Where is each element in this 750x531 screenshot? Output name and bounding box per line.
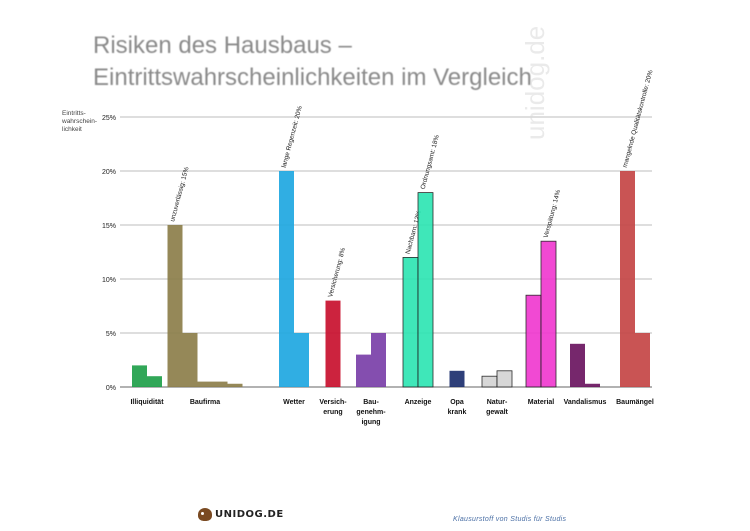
- x-category-label: Opa: [450, 399, 464, 406]
- bar: [325, 300, 341, 387]
- bar: [147, 376, 162, 387]
- bar: [449, 370, 465, 387]
- y-axis-label: wahrschein-: [61, 118, 97, 125]
- x-category-label: Bau-: [363, 399, 379, 406]
- watermark: unidog.de: [520, 25, 550, 140]
- x-category-label: erung: [323, 409, 342, 416]
- x-category-label: krank: [448, 409, 467, 416]
- bar: [525, 294, 542, 388]
- x-category-label: igung: [361, 419, 380, 426]
- x-category-label: Material: [528, 399, 555, 406]
- x-category-label: gewalt: [486, 409, 508, 416]
- x-category-label: Versich-: [319, 399, 347, 406]
- x-category-label: Vandalismus: [564, 399, 607, 406]
- bar: [540, 240, 557, 388]
- y-axis-label: Eintritts-: [62, 110, 86, 117]
- bar-data-label: Versicherung: 8%: [327, 247, 347, 298]
- y-tick-label: 20%: [102, 169, 116, 176]
- bar: [620, 171, 635, 387]
- unidog-logo: UNIDOG.DE: [198, 508, 284, 521]
- bar: [294, 333, 309, 387]
- logo-text: UNIDOG.DE: [215, 509, 284, 520]
- bar: [197, 381, 213, 387]
- bar: [402, 256, 419, 388]
- x-category-label: genehm-: [356, 409, 386, 416]
- bar: [279, 171, 294, 387]
- bar: [212, 381, 228, 387]
- x-category-label: Natur-: [487, 399, 508, 406]
- y-axis-label: lichkeit: [62, 126, 82, 133]
- x-category-label: Illiquidität: [130, 399, 164, 406]
- bar: [496, 370, 513, 388]
- bar-data-label: unzuverlässig: 15%: [169, 166, 190, 222]
- bar-data-label: lange Regenzeit: 20%: [281, 105, 304, 168]
- x-category-label: Wetter: [283, 399, 305, 406]
- bar: [635, 333, 650, 387]
- x-category-label: Baufirma: [190, 399, 220, 406]
- y-tick-label: 15%: [102, 223, 116, 230]
- bar-data-label: mangelnde Qualitätskontrolle: 20%: [622, 69, 655, 168]
- bar: [356, 354, 371, 387]
- dog-icon: [198, 508, 212, 521]
- footer-text: Klausurstoff von Studis für Studis: [453, 516, 567, 523]
- bar: [371, 333, 386, 387]
- bar: [132, 365, 147, 387]
- bar-data-label: Verspätung: 14%: [543, 189, 563, 239]
- title-line-1: Risiken des Hausbaus –: [93, 32, 352, 59]
- title-line-2: Eintrittswahrscheinlichkeiten im Verglei…: [93, 64, 532, 91]
- page-title: Risiken des Hausbaus – Eintrittswahrsche…: [93, 30, 532, 94]
- y-tick-label: 5%: [106, 331, 116, 338]
- bar: [417, 192, 434, 388]
- bar-data-label: Ordnungsamt: 18%: [420, 134, 441, 190]
- y-tick-label: 10%: [102, 277, 116, 284]
- y-tick-label: 25%: [102, 115, 116, 122]
- bar: [182, 333, 198, 387]
- bar: [570, 343, 585, 387]
- y-tick-label: 0%: [106, 385, 116, 392]
- bar: [481, 375, 498, 388]
- x-category-label: Baumängel: [616, 399, 654, 406]
- x-category-label: Anzeige: [405, 399, 432, 406]
- bar: [227, 383, 243, 387]
- bar: [585, 383, 600, 387]
- bar: [167, 225, 183, 387]
